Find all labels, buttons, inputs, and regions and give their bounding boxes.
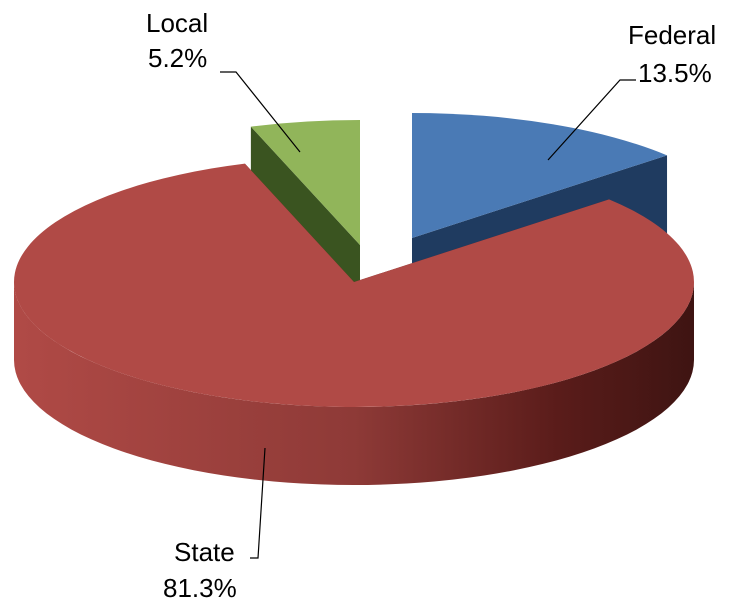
leader-line-federal bbox=[547, 79, 636, 161]
leader-lines bbox=[220, 71, 636, 559]
slice-state bbox=[14, 163, 695, 407]
slice-local bbox=[250, 120, 360, 245]
slice-federal bbox=[412, 113, 668, 238]
slice-label-federal: Federal bbox=[628, 20, 716, 50]
slice-outer-side-state-0 bbox=[14, 282, 694, 485]
value-label-local: 5.2% bbox=[148, 43, 207, 73]
leader-line-state bbox=[250, 447, 266, 559]
pie-slices bbox=[14, 113, 695, 485]
slice-label-state: State bbox=[174, 537, 235, 567]
value-label-federal: 13.5% bbox=[638, 58, 712, 88]
value-label-state: 81.3% bbox=[163, 573, 237, 603]
slice-label-local: Local bbox=[146, 8, 208, 38]
leader-line-local bbox=[220, 71, 301, 153]
